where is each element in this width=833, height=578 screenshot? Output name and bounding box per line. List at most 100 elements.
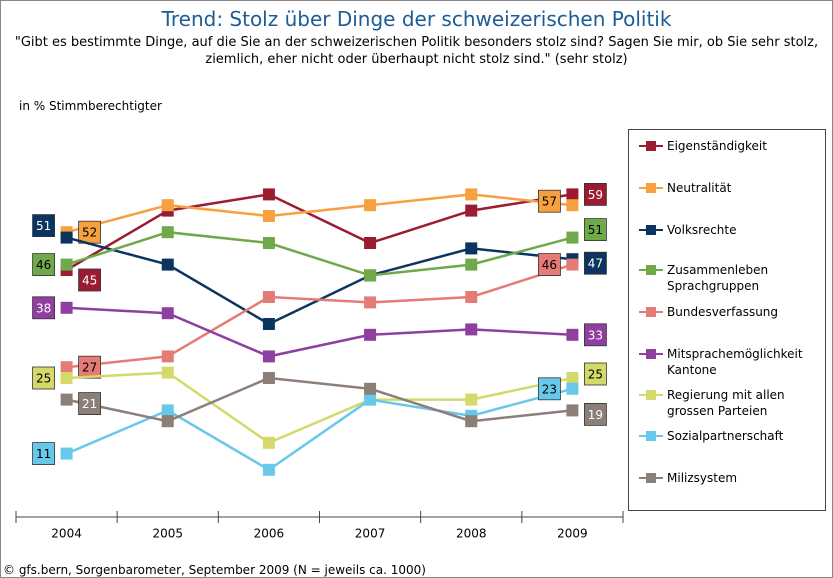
legend-marker — [646, 307, 656, 317]
label-box — [584, 182, 607, 206]
legend-swatch — [639, 262, 665, 278]
data-label: 59 — [588, 188, 603, 202]
point — [364, 393, 377, 406]
point — [262, 291, 275, 303]
legend-item: Neutralität — [639, 180, 824, 196]
point — [364, 328, 377, 341]
legend-marker — [646, 183, 656, 193]
data-label: 19 — [588, 408, 603, 422]
data-label: 25 — [36, 372, 51, 386]
point — [566, 328, 579, 341]
label-box — [584, 362, 607, 386]
label-box — [32, 296, 55, 320]
point — [465, 291, 478, 303]
point — [161, 307, 174, 320]
point — [465, 188, 478, 201]
point — [161, 415, 174, 428]
label-box — [584, 218, 607, 242]
series-line — [66, 376, 573, 423]
point — [161, 366, 174, 379]
legend-item: Sozialpartnerschaft — [639, 428, 824, 444]
label-box — [32, 253, 55, 277]
x-tick-label: 2008 — [456, 527, 487, 541]
point — [566, 382, 579, 395]
point — [465, 323, 478, 336]
point — [60, 372, 73, 384]
point — [262, 436, 275, 449]
label-box — [584, 402, 607, 426]
point — [364, 199, 377, 212]
point — [465, 258, 478, 271]
legend-marker — [646, 265, 656, 275]
x-tick-label: 2007 — [355, 527, 386, 541]
label-box — [538, 253, 561, 277]
series-line — [66, 193, 573, 234]
point — [465, 242, 478, 255]
point — [364, 269, 377, 282]
data-label: 27 — [82, 361, 97, 375]
legend-marker — [646, 349, 656, 359]
x-tick-label: 2004 — [51, 527, 82, 541]
legend-label: Regierung mit allen grossen Parteien — [667, 388, 785, 418]
data-label: 38 — [36, 301, 51, 315]
plot-frame — [16, 129, 623, 516]
label-box — [32, 366, 55, 390]
legend-label: Mitsprachemöglichkeit Kantone — [667, 347, 803, 377]
series-line — [66, 371, 573, 445]
point — [60, 231, 73, 244]
point — [60, 393, 73, 406]
point — [465, 393, 478, 406]
data-label: 45 — [82, 274, 97, 288]
point — [262, 463, 275, 476]
data-label: 11 — [36, 447, 51, 461]
point — [60, 447, 73, 460]
legend-item: Bundesverfassung — [639, 304, 824, 320]
y-label: in % Stimmberechtigter — [19, 99, 162, 113]
point — [364, 296, 377, 309]
legend-marker — [646, 390, 656, 400]
point — [566, 199, 579, 212]
series-line — [66, 306, 573, 358]
label-box — [584, 323, 607, 347]
legend-label: Eigenständigkeit — [667, 139, 767, 153]
data-label: 57 — [542, 195, 557, 209]
point — [566, 231, 579, 244]
legend-marker — [646, 141, 656, 151]
label-box — [32, 442, 55, 466]
data-label: 33 — [588, 328, 603, 342]
label-box — [538, 189, 561, 213]
point — [262, 318, 275, 330]
data-label: 47 — [588, 257, 603, 271]
point — [161, 226, 174, 239]
label-box — [584, 251, 607, 275]
point — [465, 415, 478, 428]
point — [262, 188, 275, 201]
source: © gfs.bern, Sorgenbarometer, September 2… — [3, 563, 426, 577]
data-label: 21 — [82, 397, 97, 411]
legend-swatch — [639, 222, 665, 238]
legend-marker — [646, 473, 656, 483]
data-label: 51 — [36, 219, 51, 233]
point — [161, 404, 174, 417]
data-label: 52 — [82, 226, 97, 240]
legend-label: Sozialpartnerschaft — [667, 429, 784, 443]
series-line — [66, 230, 573, 277]
chart-subtitle: "Gibt es bestimmte Dinge, auf die Sie an… — [14, 35, 819, 67]
legend-label: Volksrechte — [667, 223, 737, 237]
legend-item: Mitsprachemöglichkeit Kantone — [639, 346, 824, 378]
label-box — [32, 214, 55, 238]
point — [262, 372, 275, 384]
point — [262, 237, 275, 249]
label-box — [78, 355, 101, 379]
series-line — [66, 387, 573, 472]
point — [60, 258, 73, 271]
data-label: 51 — [588, 223, 603, 237]
label-box — [78, 268, 101, 292]
point — [60, 301, 73, 314]
point — [161, 350, 174, 363]
point — [566, 372, 579, 384]
point — [364, 237, 377, 249]
data-label: 46 — [36, 258, 51, 272]
data-label: 23 — [542, 382, 557, 396]
